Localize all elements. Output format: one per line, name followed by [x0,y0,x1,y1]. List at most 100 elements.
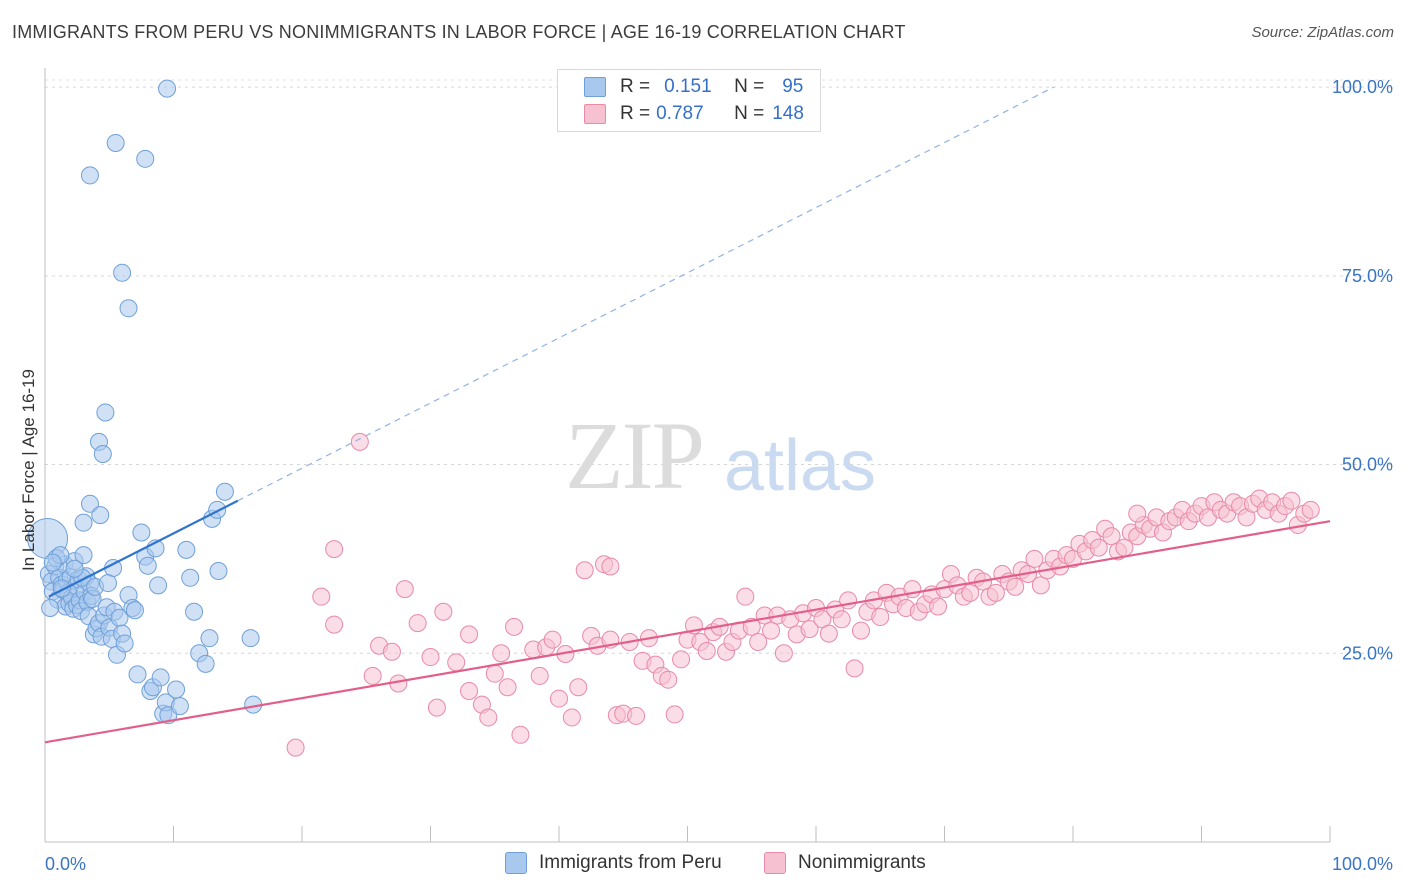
legend-label-series2: Nonimmigrants [798,852,926,873]
nonimmigrants-point [697,642,716,661]
immigrants-from-peru-point [208,500,227,519]
nonimmigrants-point [485,664,504,683]
legend-swatch-series1 [505,852,527,874]
axes [44,68,1331,843]
y-tick-label: 50.0% [1342,455,1393,475]
nonimmigrants-trend-line [44,520,1331,744]
immigrants-from-peru-point [132,523,151,542]
immigrants-from-peru-point [151,668,170,687]
nonimmigrants-point [530,666,549,685]
immigrants-from-peru-point [91,506,110,525]
series1-swatch [584,77,606,97]
legend-swatch-series2 [764,852,786,874]
nonimmigrants-point [408,614,427,633]
stats-legend-box: R = 0.151 N = 95 R = 0.787 N = 148 [557,69,821,132]
nonimmigrants-point [421,648,440,667]
series1-r-value: 0.151 [664,76,712,97]
immigrants-from-peru-point [125,601,144,620]
nonimmigrants-point [479,708,498,727]
immigrants-from-peru-point [167,680,186,699]
y-tick-label: 25.0% [1342,643,1393,663]
immigrants-from-peru-point [181,568,200,587]
n-label: N = [734,103,765,124]
immigrants-from-peru-point [185,602,204,621]
nonimmigrants-point [672,650,691,669]
nonimmigrants-point [575,561,594,580]
immigrants-from-peru-point [65,559,84,578]
series2-r-value: 0.787 [656,103,704,124]
tick-labels: 25.0% 50.0% 75.0% 100.0% 0.0% 100.0% [45,77,1393,874]
nonimmigrants-point [460,625,479,644]
immigrants-from-peru-point [158,79,177,98]
immigrants-from-peru-point [241,629,260,648]
nonimmigrants-point [1102,527,1121,546]
nonimmigrants-point [742,617,761,636]
nonimmigrants-point [1031,576,1050,595]
immigrants-from-peru-point [80,494,99,513]
nonimmigrants-point [460,682,479,701]
nonimmigrants-point [325,615,344,634]
grid-lines [45,79,1395,654]
series2-n-value: 148 [772,103,804,124]
immigrants-from-peru-point [196,654,215,673]
nonimmigrants-point [434,602,453,621]
chart-title: IMMIGRANTS FROM PERU VS NONIMMIGRANTS IN… [12,22,906,42]
immigrants-from-peru-point [115,634,134,653]
immigrants-from-peru-point [113,263,132,282]
x-tick-label-max: 100.0% [1332,854,1393,874]
y-tick-label: 75.0% [1342,266,1393,286]
r-label: R = [620,76,651,97]
legend-item-series1[interactable]: Immigrants from Peru [505,852,722,874]
nonimmigrants-point [382,642,401,661]
nonimmigrants-point [819,624,838,643]
nonimmigrants-point [774,644,793,663]
trend-lines [44,86,1331,744]
immigrants-from-peru-point [98,574,117,593]
nonimmigrants-point [736,587,755,606]
nonimmigrants-point [871,608,890,627]
chart-legend: Immigrants from Peru Nonimmigrants [0,852,1406,878]
nonimmigrants-point [511,725,530,744]
immigrants-from-peru-point [119,299,138,318]
nonimmigrants-point [929,597,948,616]
x-tick-label-min: 0.0% [45,854,86,874]
nonimmigrants-point [659,670,678,689]
series-immigrants-from-peru [27,79,263,725]
legend-label-series1: Immigrants from Peru [539,852,722,873]
immigrants-from-peru-point [170,697,189,716]
nonimmigrants-point [665,705,684,724]
nonimmigrants-point [325,540,344,559]
watermark-zip: ZIP [565,402,703,509]
legend-item-series2[interactable]: Nonimmigrants [764,852,926,874]
nonimmigrants-point [749,632,768,651]
nonimmigrants-point [395,580,414,599]
nonimmigrants-point [1089,538,1108,557]
immigrants-from-peru-point [74,546,93,565]
nonimmigrants-point [447,653,466,672]
immigrants-from-peru-trend-line [48,499,239,598]
nonimmigrants-point [350,432,369,451]
immigrants-from-peru-point [96,403,115,422]
source-label: Source: ZipAtlas.com [1251,24,1394,41]
immigrants-from-peru-trend-extension [237,86,1054,502]
nonimmigrants-point [627,706,646,725]
nonimmigrants-point [550,689,568,708]
nonimmigrants-point [839,591,858,610]
immigrants-from-peru-point [41,598,60,617]
nonimmigrants-point [363,666,382,685]
immigrants-from-peru-point [106,133,125,152]
nonimmigrants-point [800,620,819,639]
nonimmigrants-point [1128,504,1147,523]
watermark-atlas: atlas [724,426,876,506]
y-tick-label: 100.0% [1332,77,1393,97]
nonimmigrants-point [986,583,1005,602]
immigrants-from-peru-point [215,482,234,501]
nonimmigrants-point [1301,500,1320,519]
nonimmigrants-point [762,621,781,640]
nonimmigrants-point [505,617,524,636]
nonimmigrants-point [1006,577,1025,596]
watermark: ZIP atlas [565,402,876,509]
r-label: R = [620,103,651,124]
nonimmigrants-point [851,621,870,640]
